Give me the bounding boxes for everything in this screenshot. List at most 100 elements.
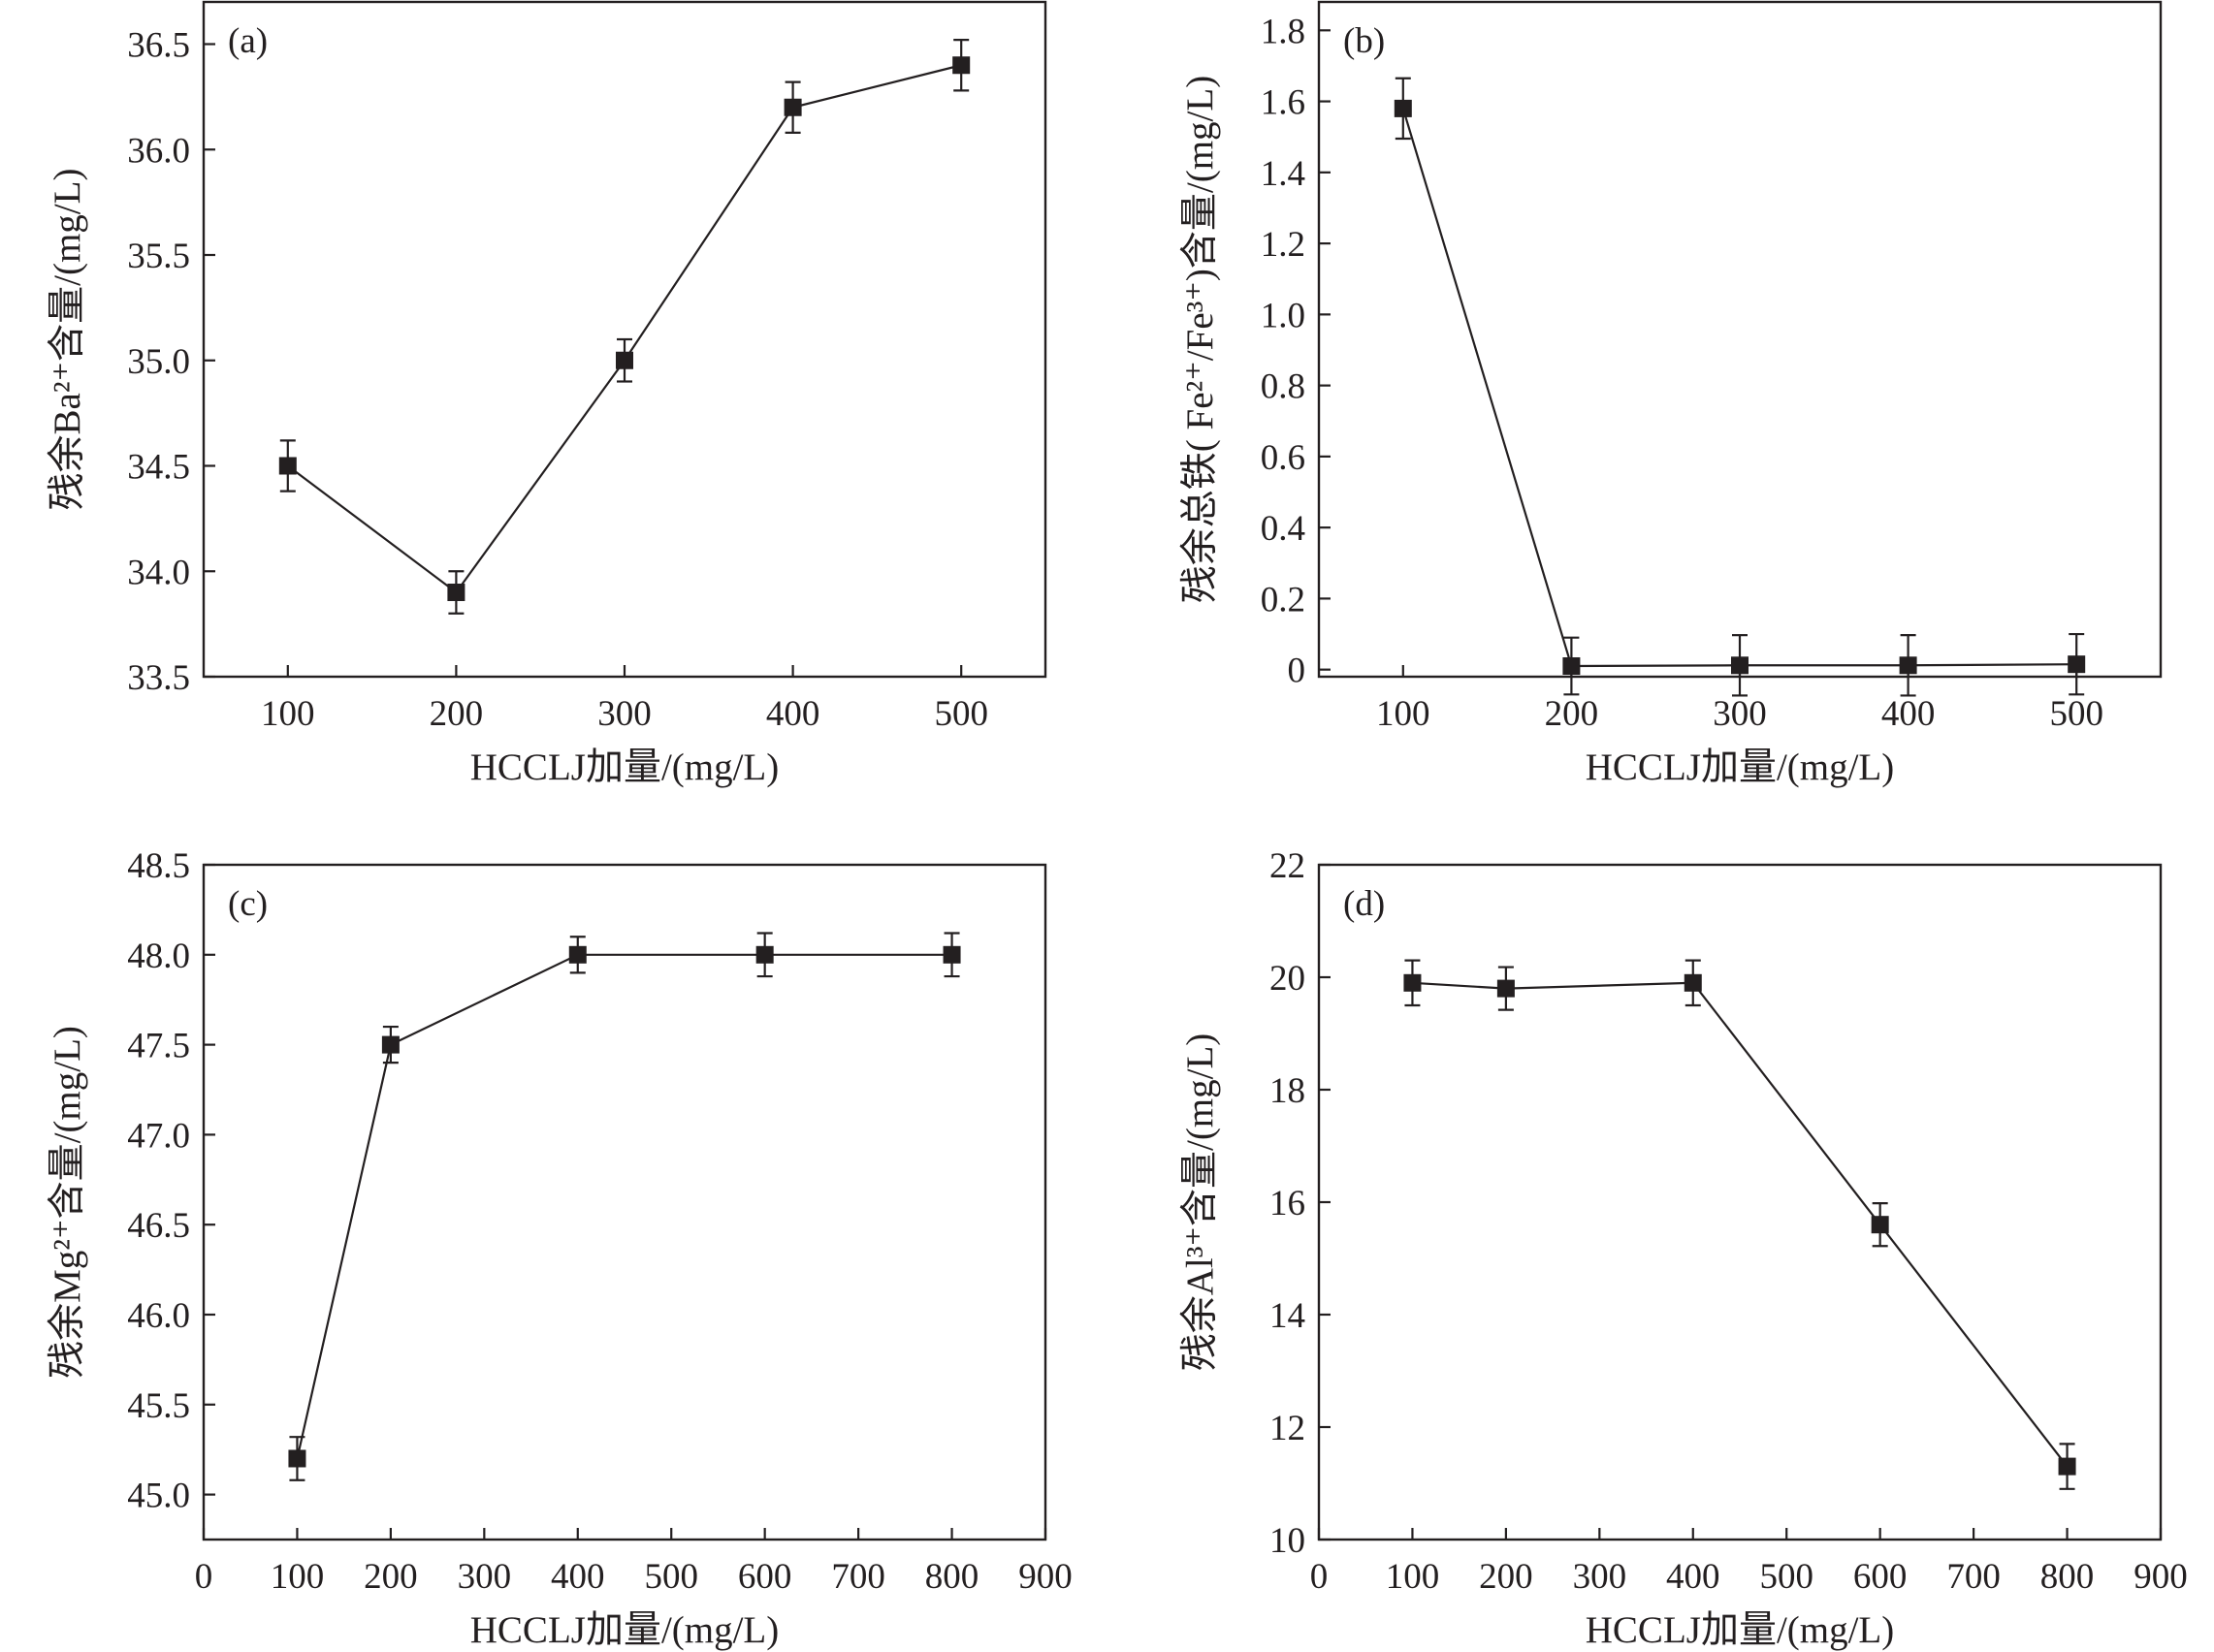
data-point bbox=[943, 945, 961, 964]
y-tick-label: 1.4 bbox=[1261, 154, 1305, 194]
data-point bbox=[1562, 657, 1581, 676]
data-point bbox=[1394, 99, 1412, 117]
x-tick-label: 900 bbox=[2134, 1557, 2188, 1597]
x-tick-label: 100 bbox=[271, 1557, 325, 1597]
y-tick-label: 48.5 bbox=[127, 846, 190, 886]
y-tick-label: 0 bbox=[1288, 651, 1306, 691]
x-tick-label: 600 bbox=[1853, 1557, 1908, 1597]
y-tick-label: 1.8 bbox=[1261, 12, 1305, 51]
plot-frame bbox=[202, 863, 1047, 1541]
y-tick-label: 46.5 bbox=[127, 1206, 190, 1246]
panel-c: 0 100 200 300 400 500 600 700 800 900 45.0 45.5 46.0… bbox=[47, 846, 1073, 1651]
y-tick-label: 1.0 bbox=[1261, 296, 1305, 335]
y-tick-label: 47.0 bbox=[127, 1116, 190, 1156]
x-axis-title: HCCLJ加量/(mg/L) bbox=[470, 747, 780, 788]
series-line bbox=[287, 64, 962, 594]
y-tick-label: 46.0 bbox=[127, 1296, 190, 1336]
y-tick-label: 0.2 bbox=[1261, 580, 1305, 620]
data-point bbox=[1403, 973, 1422, 992]
x-tick-label: 0 bbox=[195, 1557, 213, 1597]
y-tick-label: 14 bbox=[1269, 1296, 1305, 1336]
y-axis-title: 残余Mg²⁺含量/(mg/L) bbox=[47, 1026, 88, 1379]
panel-label: (c) bbox=[228, 884, 268, 924]
x-tick-label: 500 bbox=[2049, 694, 2103, 734]
y-tick-label: 45.5 bbox=[127, 1386, 190, 1426]
x-tick-label: 500 bbox=[934, 694, 988, 734]
data-point bbox=[568, 945, 587, 964]
panel-label: (a) bbox=[228, 21, 268, 61]
y-axis-title: 残余Al³⁺含量/(mg/L) bbox=[1179, 1033, 1221, 1372]
y-tick-label: 33.5 bbox=[127, 658, 190, 698]
y-tick-label: 1.2 bbox=[1261, 225, 1305, 265]
y-tick-label: 18 bbox=[1269, 1071, 1305, 1111]
data-point bbox=[288, 1449, 306, 1468]
data-point bbox=[447, 584, 465, 601]
x-tick-label: 200 bbox=[364, 1557, 418, 1597]
x-tick-label: 400 bbox=[766, 694, 820, 734]
data-point bbox=[784, 98, 802, 116]
x-axis-title: HCCLJ加量/(mg/L) bbox=[1586, 747, 1895, 788]
panel-d: 0 100 200 300 400 500 600 700 800 900 10 12 14 16 18 20… bbox=[1179, 846, 2188, 1651]
x-axis-title: HCCLJ加量/(mg/L) bbox=[1586, 1609, 1895, 1651]
y-tick-label: 22 bbox=[1269, 846, 1305, 886]
y-axis-title: 残余总铁( Fe²⁺/Fe³⁺)含量/(mg/L) bbox=[1179, 76, 1221, 603]
y-axis-title: 残余Ba²⁺含量/(mg/L) bbox=[47, 169, 88, 511]
x-tick-label: 500 bbox=[644, 1557, 698, 1597]
y-tick-label: 20 bbox=[1269, 959, 1305, 999]
data-point bbox=[278, 457, 297, 475]
y-tick-label: 35.5 bbox=[127, 237, 190, 276]
x-tick-label: 400 bbox=[1881, 694, 1936, 734]
data-point bbox=[1496, 979, 1515, 998]
y-tick-label: 36.0 bbox=[127, 131, 190, 171]
x-tick-label: 900 bbox=[1018, 1557, 1073, 1597]
y-tick-label: 36.5 bbox=[127, 26, 190, 66]
y-tick-label: 45.0 bbox=[127, 1477, 190, 1516]
series-line bbox=[1412, 981, 2069, 1468]
y-tick-label: 48.0 bbox=[127, 937, 190, 976]
x-tick-label: 300 bbox=[1573, 1557, 1627, 1597]
x-axis-title: HCCLJ加量/(mg/L) bbox=[470, 1609, 780, 1651]
y-tick-label: 0.6 bbox=[1261, 438, 1305, 478]
data-point bbox=[381, 1035, 400, 1054]
x-tick-label: 100 bbox=[261, 694, 315, 734]
y-tick-label: 35.0 bbox=[127, 342, 190, 382]
x-tick-label: 100 bbox=[1376, 694, 1430, 734]
series-line bbox=[296, 953, 952, 1459]
data-point bbox=[952, 56, 971, 75]
x-tick-label: 400 bbox=[1666, 1557, 1720, 1597]
data-point bbox=[616, 351, 633, 369]
y-tick-label: 16 bbox=[1269, 1184, 1305, 1223]
x-tick-label: 800 bbox=[2040, 1557, 2095, 1597]
x-tick-label: 200 bbox=[430, 694, 484, 734]
x-tick-label: 200 bbox=[1479, 1557, 1533, 1597]
x-tick-label: 200 bbox=[1545, 694, 1599, 734]
x-tick-label: 400 bbox=[551, 1557, 605, 1597]
y-tick-label: 34.0 bbox=[127, 553, 190, 592]
y-tick-label: 0.4 bbox=[1261, 509, 1305, 549]
y-tick-label: 47.5 bbox=[127, 1027, 190, 1066]
data-point bbox=[2068, 655, 2086, 674]
y-tick-label: 1.6 bbox=[1261, 83, 1305, 123]
x-tick-label: 100 bbox=[1386, 1557, 1440, 1597]
panel-a: 100 200 300 400 500 33.5 34.0 34.5 35.0 35.5 36.0 3… bbox=[47, 0, 1047, 788]
y-tick-label: 34.5 bbox=[127, 448, 190, 488]
x-tick-label: 500 bbox=[1759, 1557, 1813, 1597]
plot-frame bbox=[1317, 0, 2163, 679]
data-point bbox=[1899, 656, 1917, 675]
series-line bbox=[1401, 108, 2077, 668]
x-tick-label: 300 bbox=[1713, 694, 1767, 734]
panel-label: (b) bbox=[1343, 21, 1385, 61]
y-tick-label: 12 bbox=[1269, 1409, 1305, 1448]
panel-label: (d) bbox=[1343, 884, 1385, 924]
data-point bbox=[755, 945, 774, 964]
x-tick-label: 0 bbox=[1310, 1557, 1329, 1597]
x-tick-label: 700 bbox=[831, 1557, 885, 1597]
panel-b: 100 200 300 400 500 0 0.2 0.4 0.6 0.8 1.0 1.2 1.4 1.6… bbox=[1179, 0, 2163, 788]
data-point bbox=[1684, 973, 1702, 992]
x-tick-label: 300 bbox=[458, 1557, 512, 1597]
data-point bbox=[2058, 1457, 2076, 1476]
x-tick-label: 800 bbox=[925, 1557, 979, 1597]
x-tick-label: 700 bbox=[1946, 1557, 2001, 1597]
x-tick-label: 600 bbox=[738, 1557, 792, 1597]
